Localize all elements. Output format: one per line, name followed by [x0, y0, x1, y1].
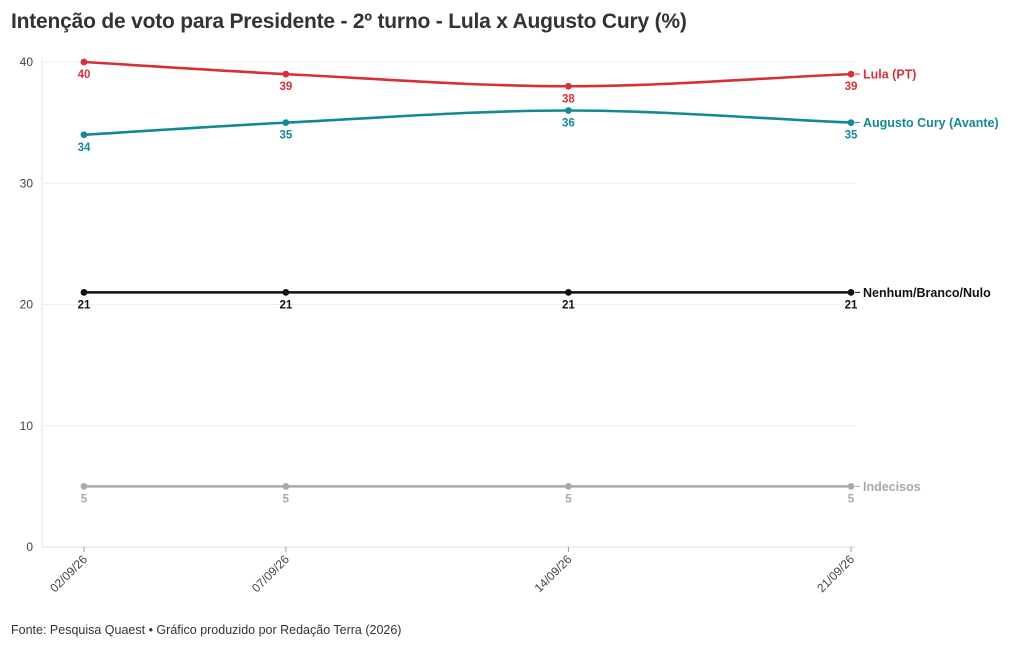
series-line-augusto-cury-avante — [82, 109, 853, 137]
data-label-augusto-cury-avante: 34 — [78, 142, 91, 154]
data-label-indecisos: 5 — [283, 493, 290, 505]
data-label-augusto-cury-avante: 35 — [279, 130, 292, 142]
x-tick-label: 07/09/26 — [249, 552, 292, 595]
data-point-indecisos — [80, 482, 88, 490]
gridlines — [42, 61, 855, 427]
series-line-lula-pt — [82, 60, 853, 88]
y-tick-label: 10 — [20, 419, 34, 433]
x-tick-label: 14/09/26 — [532, 552, 575, 595]
series-label-augusto-cury-avante: Augusto Cury (Avante) — [863, 116, 999, 130]
data-label-nenhum-branco-nulo: 21 — [562, 299, 575, 311]
data-point-lula-pt — [565, 82, 572, 90]
data-label-lula-pt: 39 — [279, 81, 292, 93]
data-label-augusto-cury-avante: 35 — [845, 130, 858, 142]
x-tick-label: 21/09/26 — [814, 552, 857, 595]
series-label-nenhum-branco-nulo: Nenhum/Branco/Nulo — [863, 286, 991, 300]
data-labels: 40 39 38 39 Lula (PT) 34 35 36 35 Augusto Cury (A… — [78, 68, 999, 506]
y-tick-label: 30 — [20, 176, 34, 190]
data-point-augusto-cury-avante — [80, 131, 88, 139]
axes: 0 10 20 30 40 02/09/26 07/09/26 14/09/26 21/09/2… — [20, 55, 858, 595]
data-point-nenhum-branco-nulo — [565, 288, 572, 296]
data-point-indecisos — [282, 482, 290, 490]
data-point-augusto-cury-avante — [847, 119, 855, 127]
series-lines — [80, 58, 855, 490]
data-label-indecisos: 5 — [848, 493, 855, 505]
data-point-nenhum-branco-nulo — [847, 288, 855, 296]
data-point-indecisos — [847, 482, 855, 490]
x-tick-label: 02/09/26 — [47, 552, 90, 595]
data-label-lula-pt: 38 — [562, 93, 575, 105]
data-label-nenhum-branco-nulo: 21 — [78, 299, 91, 311]
data-point-indecisos — [565, 482, 572, 490]
series-label-indecisos: Indecisos — [863, 480, 921, 494]
data-point-lula-pt — [80, 58, 88, 66]
chart-source-note: Fonte: Pesquisa Quaest • Gráfico produzi… — [11, 623, 402, 637]
data-point-augusto-cury-avante — [565, 107, 572, 114]
data-label-indecisos: 5 — [81, 493, 88, 505]
data-point-lula-pt — [847, 70, 855, 78]
y-tick-label: 40 — [20, 55, 34, 69]
y-tick-label: 0 — [26, 540, 33, 554]
data-label-augusto-cury-avante: 36 — [562, 118, 575, 130]
data-point-nenhum-branco-nulo — [80, 288, 88, 296]
data-label-indecisos: 5 — [565, 493, 572, 505]
data-label-lula-pt: 40 — [78, 69, 91, 81]
data-point-lula-pt — [282, 70, 290, 78]
data-point-nenhum-branco-nulo — [282, 288, 290, 296]
chart-title: Intenção de voto para Presidente - 2º tu… — [11, 10, 687, 33]
y-tick-label: 20 — [20, 298, 34, 312]
data-label-nenhum-branco-nulo: 21 — [845, 299, 858, 311]
data-label-lula-pt: 39 — [845, 81, 858, 93]
series-label-lula-pt: Lula (PT) — [863, 68, 916, 82]
data-point-augusto-cury-avante — [282, 119, 290, 127]
data-label-nenhum-branco-nulo: 21 — [279, 299, 292, 311]
